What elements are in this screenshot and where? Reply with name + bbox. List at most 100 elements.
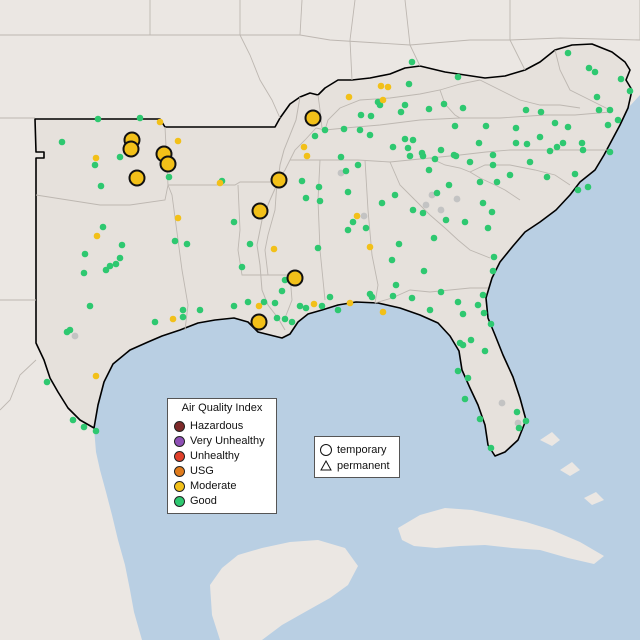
good-monitor-marker — [246, 240, 254, 248]
good-swatch-icon — [174, 495, 185, 507]
good-monitor-marker — [112, 260, 120, 268]
good-monitor-marker — [474, 301, 482, 309]
good-monitor-marker — [461, 395, 469, 403]
moderate-monitor-marker — [92, 154, 100, 162]
good-monitor-marker — [488, 208, 496, 216]
good-monitor-marker — [604, 121, 612, 129]
good-monitor-marker — [522, 417, 530, 425]
good-monitor-marker — [451, 122, 459, 130]
legend-label-moderate: Moderate — [190, 480, 237, 492]
good-monitor-marker — [405, 80, 413, 88]
good-monitor-marker — [479, 199, 487, 207]
good-monitor-marker — [362, 224, 370, 232]
legend-item-hazardous: Hazardous — [174, 419, 243, 433]
good-monitor-marker — [165, 173, 173, 181]
good-monitor-marker — [102, 266, 110, 274]
good-monitor-marker — [512, 139, 520, 147]
good-monitor-marker — [536, 133, 544, 141]
good-monitor-marker — [69, 416, 77, 424]
good-monitor-marker — [626, 87, 634, 95]
good-monitor-marker — [506, 171, 514, 179]
good-monitor-marker — [106, 262, 114, 270]
moderate-monitor-marker — [216, 179, 224, 187]
good-monitor-marker — [230, 302, 238, 310]
good-monitor-marker — [526, 158, 534, 166]
good-monitor-marker — [151, 318, 159, 326]
legend-label-hazardous: Hazardous — [190, 420, 244, 432]
good-monitor-marker — [409, 136, 417, 144]
good-monitor-marker — [296, 302, 304, 310]
good-monitor-marker — [490, 253, 498, 261]
good-monitor-marker — [461, 218, 469, 226]
good-monitor-marker — [464, 374, 472, 382]
good-monitor-marker — [476, 415, 484, 423]
good-monitor-marker — [321, 126, 329, 134]
good-monitor-marker — [281, 315, 289, 323]
good-monitor-marker — [454, 73, 462, 81]
good-monitor-marker — [408, 58, 416, 66]
good-monitor-marker — [454, 367, 462, 375]
good-monitor-marker — [564, 123, 572, 131]
good-monitor-marker — [431, 155, 439, 163]
good-monitor-marker — [374, 98, 382, 106]
moderate-monitor-marker — [270, 245, 278, 253]
good-monitor-marker — [171, 237, 179, 245]
good-monitor-marker — [230, 218, 238, 226]
moderate-temporary-monitor-marker — [128, 169, 146, 187]
good-monitor-marker — [397, 108, 405, 116]
nodata-monitor-marker — [71, 332, 79, 340]
good-monitor-marker — [579, 146, 587, 154]
good-monitor-marker — [302, 194, 310, 202]
good-monitor-marker — [487, 320, 495, 328]
good-monitor-marker — [454, 298, 462, 306]
moderate-temporary-monitor-marker — [159, 155, 177, 173]
good-monitor-marker — [238, 263, 246, 271]
good-monitor-marker — [513, 408, 521, 416]
moderate-swatch-icon — [174, 480, 185, 492]
good-monitor-marker — [551, 119, 559, 127]
good-monitor-marker — [244, 298, 252, 306]
good-monitor-marker — [418, 149, 426, 157]
good-monitor-marker — [116, 254, 124, 262]
good-monitor-marker — [354, 161, 362, 169]
temporary-label: temporary — [337, 443, 387, 456]
permanent-label: permanent — [337, 459, 390, 472]
good-monitor-marker — [179, 313, 187, 321]
good-monitor-marker — [271, 299, 279, 307]
moderate-monitor-marker — [92, 372, 100, 380]
nodata-monitor-marker — [422, 201, 430, 209]
good-monitor-marker — [342, 167, 350, 175]
moderate-temporary-monitor-marker — [304, 109, 322, 127]
land-yucatan — [210, 540, 358, 640]
moderate-temporary-monitor-marker — [250, 313, 268, 331]
legend-item-moderate: Moderate — [174, 479, 236, 493]
good-monitor-marker — [466, 158, 474, 166]
good-monitor-marker — [136, 114, 144, 122]
good-monitor-marker — [349, 218, 357, 226]
legend-item-temporary: temporary — [320, 442, 387, 457]
good-monitor-marker — [614, 116, 622, 124]
good-monitor-marker — [389, 143, 397, 151]
good-monitor-marker — [571, 170, 579, 178]
moderate-temporary-monitor-marker — [270, 171, 288, 189]
good-monitor-marker — [366, 131, 374, 139]
good-monitor-marker — [116, 153, 124, 161]
legend-label-unhealthy: Unhealthy — [190, 450, 240, 462]
good-monitor-marker — [564, 49, 572, 57]
good-monitor-marker — [489, 161, 497, 169]
good-monitor-marker — [433, 189, 441, 197]
good-monitor-marker — [99, 223, 107, 231]
good-monitor-marker — [58, 138, 66, 146]
good-monitor-marker — [196, 306, 204, 314]
good-monitor-marker — [357, 111, 365, 119]
good-monitor-marker — [523, 140, 531, 148]
moderate-monitor-marker — [345, 93, 353, 101]
good-monitor-marker — [617, 75, 625, 83]
monitor-type-legend: temporary permanent — [314, 436, 400, 478]
good-monitor-marker — [86, 302, 94, 310]
good-monitor-marker — [278, 287, 286, 295]
moderate-monitor-marker — [93, 232, 101, 240]
moderate-monitor-marker — [156, 118, 164, 126]
moderate-monitor-marker — [379, 308, 387, 316]
